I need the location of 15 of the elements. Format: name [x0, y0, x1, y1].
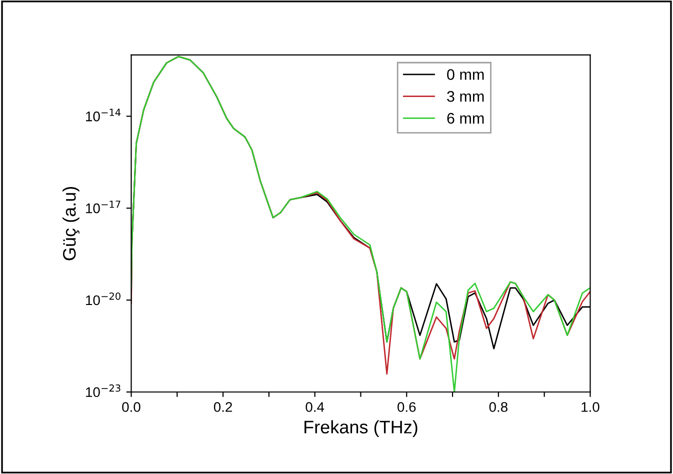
legend-label: 6 mm: [447, 112, 484, 124]
x-tick-label: 0.0: [122, 402, 140, 412]
x-tick-label: 0.8: [489, 402, 508, 412]
y-tick-label: 10$^{−23}$: [86, 384, 120, 398]
x-tick-label: 1.0: [582, 402, 600, 412]
y-tick-label: 10$^{−14}$: [86, 108, 121, 122]
legend-label: 0 mm: [447, 69, 484, 80]
legend-label: 3 mm: [447, 91, 484, 102]
y-tick-label: 10$^{−17}$: [86, 200, 120, 214]
x-axis-title: Frekans (THz): [304, 420, 418, 438]
y-axis-title: Güç (a.u): [62, 186, 80, 260]
x-tick-label: 0.6: [398, 402, 416, 412]
x-tick-label: 0.2: [214, 402, 232, 412]
x-tick-label: 0.4: [306, 402, 324, 412]
y-tick-label: 10$^{−20}$: [86, 292, 120, 306]
